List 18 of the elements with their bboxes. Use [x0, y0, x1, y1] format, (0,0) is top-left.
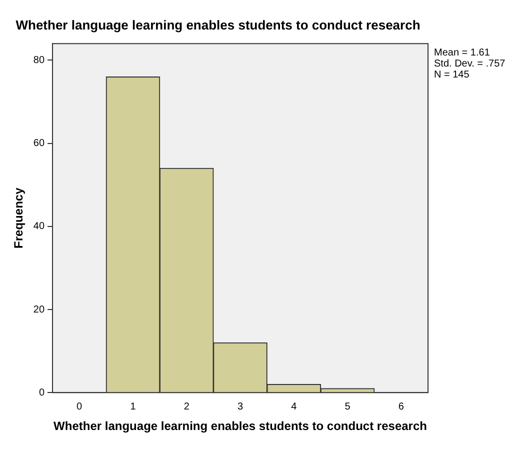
x-tick-label: 5: [344, 401, 351, 412]
y-tick-label: 40: [33, 221, 45, 232]
y-tick-label: 60: [33, 138, 45, 150]
x-axis-title: Whether language learning enables students to conduct research: [54, 419, 427, 434]
x-tick-label: 3: [237, 401, 244, 412]
x-tick-label: 0: [76, 401, 83, 412]
x-tick-label: 2: [184, 401, 190, 412]
text: Std. Dev. = .757: [434, 58, 506, 70]
chart-title: Whether language learning enables students to conduct research: [16, 17, 420, 32]
y-axis-title: Frequency: [12, 187, 26, 248]
text: Mean = 1.61: [434, 47, 490, 58]
x-tick-label: 1: [130, 401, 136, 412]
y-tick-label: 20: [33, 304, 45, 316]
text: N = 145: [434, 69, 470, 80]
y-tick-label: 80: [33, 54, 45, 66]
y-tick-label: 0: [38, 387, 45, 398]
x-tick-label: 6: [398, 401, 404, 412]
x-tick-label: 4: [291, 401, 298, 412]
